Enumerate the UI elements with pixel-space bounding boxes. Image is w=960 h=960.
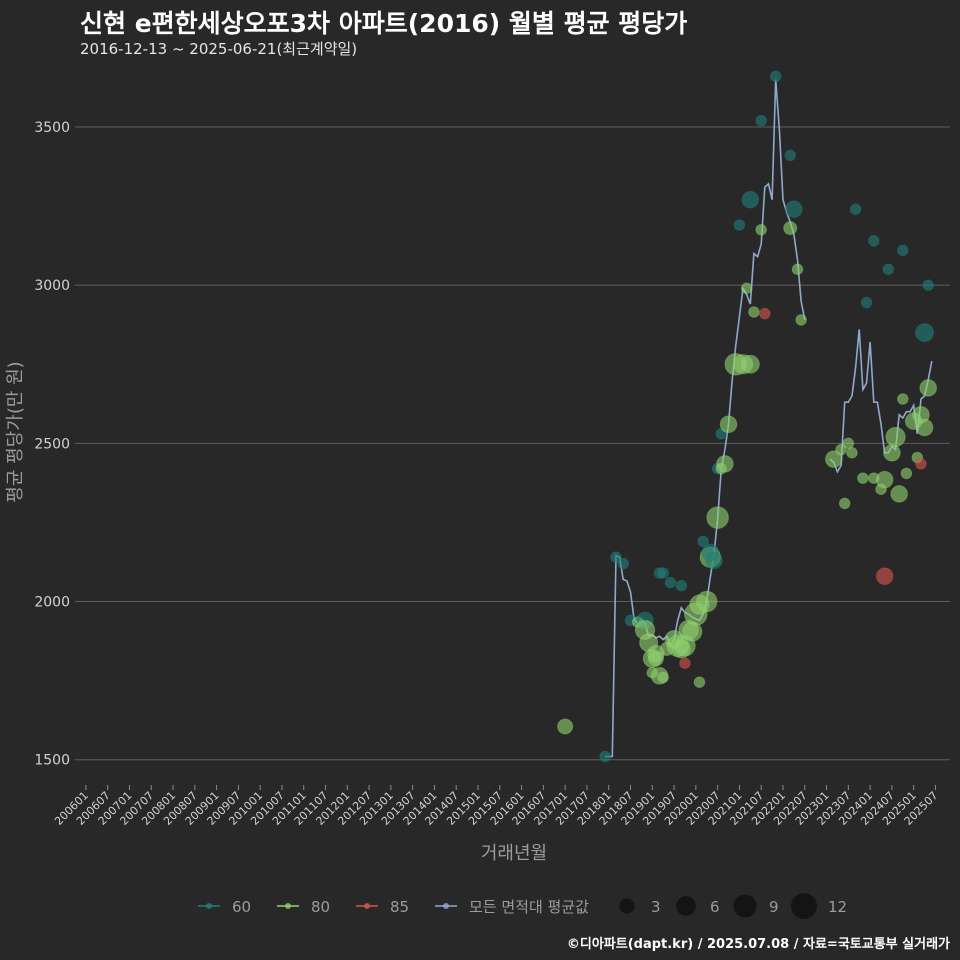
scatter-point-60 <box>922 279 935 291</box>
legend-key-dot <box>443 903 449 909</box>
scatter-point-80 <box>875 470 894 489</box>
scatter-point-60 <box>617 557 630 570</box>
scatter-point-60 <box>741 190 760 209</box>
scatter-point-80 <box>890 485 908 503</box>
scatter-point-60 <box>784 149 797 162</box>
legend-label: 80 <box>311 898 330 916</box>
scatter-point-60 <box>705 551 723 570</box>
scatter-point-80 <box>919 379 938 397</box>
scatter-point-80 <box>842 437 855 450</box>
grid-lines <box>75 126 950 761</box>
scatter-point-80 <box>696 590 718 613</box>
scatter-point-60 <box>599 750 611 763</box>
legend-key-dot <box>285 903 291 909</box>
scatter-point-80 <box>716 455 734 473</box>
legend-label: 85 <box>390 898 409 916</box>
scatter-point-80 <box>825 450 843 468</box>
scatter-point-80 <box>791 263 804 276</box>
scatter-point-80 <box>740 282 753 295</box>
chart-subtitle: 2016-12-13 ~ 2025-06-21(최근계약일) <box>80 40 358 58</box>
scatter-point-80 <box>795 314 807 326</box>
legend-size-dot <box>791 893 817 919</box>
y-tick-label: 1500 <box>34 753 70 769</box>
scatter-point-85 <box>679 657 691 669</box>
chart-title: 신현 e편한세상오포3차 아파트(2016) 월별 평균 평당가 <box>80 9 688 38</box>
scatter-point-80 <box>755 223 768 236</box>
scatter-point-80 <box>846 447 858 459</box>
legend-key-dot <box>364 903 370 909</box>
y-tick-label: 2500 <box>34 436 70 452</box>
scatter-point-80 <box>693 676 706 688</box>
scatter-point-60 <box>755 114 768 127</box>
scatter-point-60 <box>860 296 873 309</box>
legend-label: 모든 면적대 평균값 <box>469 898 589 916</box>
scatter-point-60 <box>610 551 622 564</box>
y-tick-label: 3000 <box>34 278 70 294</box>
scatter-point-60 <box>657 567 669 579</box>
scatter-point-80 <box>657 671 669 684</box>
legend-size-dot <box>619 898 635 914</box>
scatter-point-80 <box>748 306 760 318</box>
scatter-point-80 <box>783 221 798 236</box>
scatter-point-60 <box>733 219 746 231</box>
scatter-point-80 <box>883 444 901 462</box>
scatter-point-80 <box>838 497 851 510</box>
scatter-point-80 <box>900 467 913 480</box>
scatter-point-60 <box>867 235 880 247</box>
scatter-point-80 <box>706 506 729 529</box>
scatter-point-60 <box>897 244 909 257</box>
average-line-segment-1 <box>605 79 806 758</box>
y-axis: 1500 2000 2500 3000 3500 <box>34 120 70 769</box>
scatter-point-80 <box>557 718 574 735</box>
scatter-point-60 <box>664 576 677 589</box>
x-axis-label: 거래년월 <box>481 843 547 864</box>
legend-size-label: 9 <box>769 898 779 916</box>
legend-size-dot <box>676 896 696 916</box>
y-tick-label: 2000 <box>34 595 70 611</box>
legend-size-label: 6 <box>710 898 720 916</box>
scatter-point-60 <box>769 70 782 83</box>
credit-text: ©디아파트(dapt.kr) / 2025.07.08 / 자료=국토교통부 실… <box>566 937 950 952</box>
scatter-point-60 <box>675 579 688 592</box>
scatter-point-80 <box>647 650 664 667</box>
scatter-point-80 <box>897 393 909 405</box>
legend-key-dot <box>206 903 212 909</box>
scatter-point-60 <box>697 535 709 548</box>
scatter-point-85 <box>875 567 894 585</box>
legend-size-label: 12 <box>828 898 847 916</box>
legend-size-label: 3 <box>651 898 661 916</box>
scatter-points <box>557 70 938 763</box>
scatter-point-80 <box>719 415 738 434</box>
legend-label: 60 <box>232 898 251 916</box>
scatter-point-85 <box>759 307 771 320</box>
scatter-point-60 <box>915 323 935 343</box>
scatter-point-85 <box>915 458 927 470</box>
legend-size-dot <box>733 894 757 918</box>
scatter-point-60 <box>785 200 803 219</box>
scatter-point-80 <box>885 426 906 448</box>
scatter-point-80 <box>835 443 847 456</box>
scatter-point-80 <box>857 472 869 484</box>
legend: 60 80 85 모든 면적대 평균값 3 6 9 12 <box>198 893 847 919</box>
x-axis: 2006012006072007012007072008012008072009… <box>52 785 941 828</box>
scatter-point-80 <box>740 354 760 374</box>
scatter-point-60 <box>882 263 895 276</box>
y-tick-label: 3500 <box>34 120 70 136</box>
y-axis-label: 평균 평당가(만 원) <box>5 361 26 502</box>
scatter-point-60 <box>849 203 862 216</box>
scatter-point-80 <box>915 418 934 437</box>
